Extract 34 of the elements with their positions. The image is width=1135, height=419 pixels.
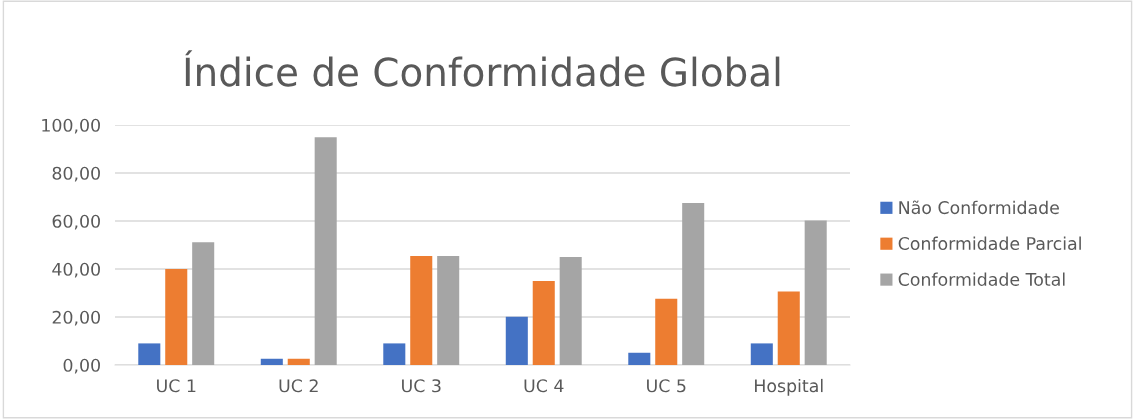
legend-label: Conformidade Parcial [898, 236, 1081, 251]
bar [383, 343, 406, 365]
y-tick-label: 0,00 [63, 358, 100, 374]
bar [287, 358, 310, 365]
bar [532, 281, 555, 365]
y-tick-label: 80,00 [52, 166, 100, 182]
bar [314, 137, 337, 365]
bar [628, 352, 651, 365]
bar [505, 316, 528, 365]
x-tick-label: UC 5 [647, 379, 686, 393]
bar [777, 291, 800, 365]
x-tick-label: UC 1 [157, 379, 196, 393]
bar [559, 257, 582, 365]
bar [750, 343, 773, 365]
y-tick-label: 60,00 [52, 214, 100, 230]
x-tick-label: UC 4 [524, 379, 564, 393]
bar [437, 256, 460, 365]
bar [804, 220, 827, 365]
y-tick-label: 40,00 [52, 262, 100, 278]
chart-title: Índice de Conformidade Global [185, 50, 780, 87]
bar [260, 358, 283, 365]
bar [410, 256, 433, 365]
bar [138, 343, 161, 365]
x-tick-label: UC 3 [402, 379, 441, 393]
legend-label: Não Conformidade [899, 200, 1059, 215]
x-tick-label: Hospital [755, 378, 823, 396]
x-tick-label: UC 2 [279, 379, 318, 393]
bar [655, 298, 678, 365]
bar [165, 269, 188, 365]
legend-label: Conformidade Total [898, 272, 1065, 286]
y-tick-label: 100,00 [42, 118, 100, 134]
y-tick-label: 20,00 [52, 310, 100, 326]
bar [682, 203, 705, 365]
bar [192, 242, 215, 365]
